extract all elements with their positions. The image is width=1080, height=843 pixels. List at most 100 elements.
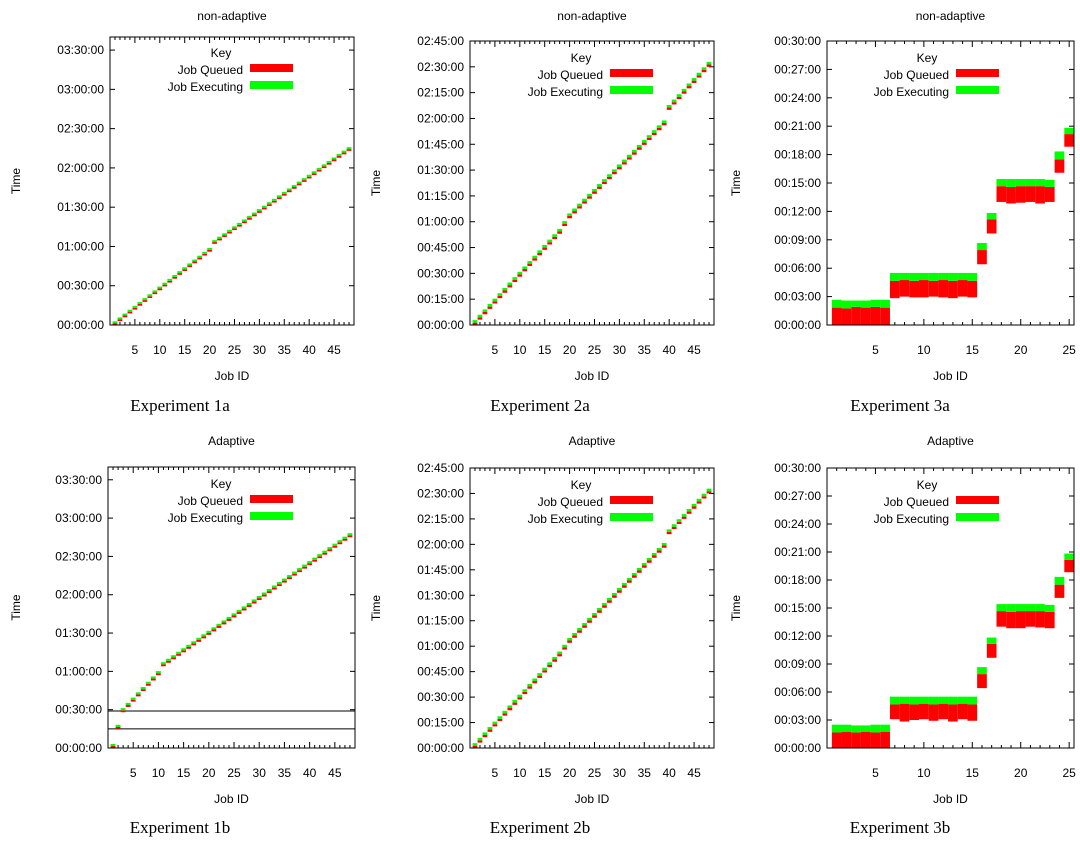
- queued-bar: [1064, 559, 1074, 573]
- executing-bar: [472, 743, 478, 746]
- executing-bar: [909, 272, 920, 281]
- x-tick-label: 20: [1014, 766, 1028, 780]
- queued-bar: [557, 231, 562, 234]
- executing-bar: [162, 282, 168, 285]
- queued-bar: [281, 193, 287, 196]
- queued-bar: [967, 704, 978, 721]
- x-tick-label: 40: [663, 766, 677, 780]
- queued-bar: [247, 217, 252, 220]
- executing-bar: [167, 278, 173, 281]
- executing-bar: [552, 234, 558, 237]
- executing-bar: [201, 634, 207, 637]
- executing-bar: [187, 263, 193, 266]
- queued-bar: [477, 317, 483, 320]
- executing-bar: [256, 595, 262, 599]
- executing-bar: [137, 301, 143, 304]
- executing-bar: [161, 662, 166, 665]
- y-tick-label: 02:00:00: [55, 588, 102, 602]
- y-tick-label: 00:30:00: [774, 34, 821, 48]
- queued-bar: [282, 580, 287, 583]
- y-tick-label: 00:15:00: [417, 292, 464, 306]
- queued-bar: [502, 290, 508, 293]
- executing-bar: [572, 632, 577, 636]
- queued-bar: [327, 549, 333, 552]
- x-tick-label: 10: [513, 343, 527, 357]
- executing-bar: [572, 208, 577, 212]
- executing-bar: [115, 724, 121, 727]
- y-tick-label: 01:45:00: [417, 137, 464, 151]
- chart-2b: Adaptive Time Job ID 00:00:00 00:15:00 00:30:…: [369, 434, 715, 806]
- y-tick-label: 00:00:00: [417, 318, 464, 332]
- queued-bar: [938, 703, 949, 720]
- queued-bar: [302, 566, 307, 569]
- legend-swatch: [610, 513, 653, 521]
- queued-bar: [321, 166, 327, 169]
- executing-bar: [157, 286, 163, 289]
- queued-bar: [1035, 186, 1045, 204]
- executing-bar: [909, 696, 920, 705]
- queued-bar: [1025, 186, 1036, 202]
- executing-bar: [492, 298, 498, 302]
- x-tick-label: 10: [917, 343, 931, 357]
- y-tick-label: 00:03:00: [774, 290, 821, 304]
- executing-bar: [232, 226, 237, 229]
- queued-bar: [631, 152, 637, 155]
- queued-bar: [342, 538, 348, 541]
- queued-bar: [996, 186, 1007, 202]
- queued-bar: [582, 625, 587, 628]
- y-tick-label: 02:45:00: [417, 34, 464, 48]
- queued-bar: [271, 587, 277, 590]
- x-tick-label: 5: [132, 343, 139, 357]
- executing-bar: [221, 620, 227, 623]
- executing-bar: [317, 554, 323, 557]
- executing-bar: [870, 724, 881, 733]
- queued-bar: [909, 704, 920, 720]
- x-tick-label: 45: [687, 343, 701, 357]
- y-tick-label: 00:15:00: [774, 176, 821, 190]
- queued-bar: [622, 585, 627, 588]
- queued-bar: [236, 612, 242, 614]
- executing-bar: [592, 188, 597, 192]
- x-axis-label: Job ID: [575, 792, 610, 806]
- x-tick-label: 5: [872, 343, 879, 357]
- queued-bar: [276, 584, 282, 587]
- queued-bar: [207, 249, 212, 252]
- queued-bar: [582, 201, 587, 204]
- x-tick-label: 40: [303, 343, 317, 357]
- queued-bar: [312, 559, 318, 562]
- y-tick-label: 00:12:00: [774, 204, 821, 218]
- y-tick-label: 01:30:00: [57, 200, 104, 214]
- executing-bar: [1035, 604, 1045, 612]
- queued-bar: [870, 732, 881, 748]
- queued-bar: [1054, 159, 1065, 173]
- queued-bar: [577, 206, 582, 209]
- y-tick-label: 00:30:00: [55, 703, 102, 717]
- queued-bar: [1006, 611, 1016, 629]
- executing-bar: [666, 104, 672, 108]
- queued-bar: [957, 280, 968, 297]
- executing-bar: [1035, 179, 1045, 187]
- executing-bar: [247, 216, 252, 218]
- executing-bar: [841, 724, 852, 732]
- queued-bar: [572, 211, 577, 214]
- executing-bar: [880, 299, 890, 308]
- y-axis-label: Time: [9, 594, 23, 621]
- queued-bar: [341, 152, 347, 155]
- executing-bar: [562, 644, 567, 648]
- executing-bar: [477, 737, 483, 741]
- queued-bar: [986, 219, 997, 234]
- executing-bar: [977, 667, 987, 675]
- queued-bar: [132, 307, 138, 310]
- executing-bar: [696, 498, 702, 502]
- executing-bar: [166, 658, 171, 661]
- queued-bar: [1044, 611, 1055, 629]
- queued-bar: [157, 288, 163, 291]
- queued-bar: [651, 555, 657, 558]
- executing-bar: [172, 274, 178, 277]
- executing-bar: [266, 588, 272, 592]
- executing-bar: [1015, 179, 1026, 187]
- y-tick-label: 03:30:00: [57, 43, 104, 57]
- executing-bar: [322, 550, 328, 553]
- executing-bar: [641, 140, 647, 143]
- legend-swatch: [956, 69, 999, 77]
